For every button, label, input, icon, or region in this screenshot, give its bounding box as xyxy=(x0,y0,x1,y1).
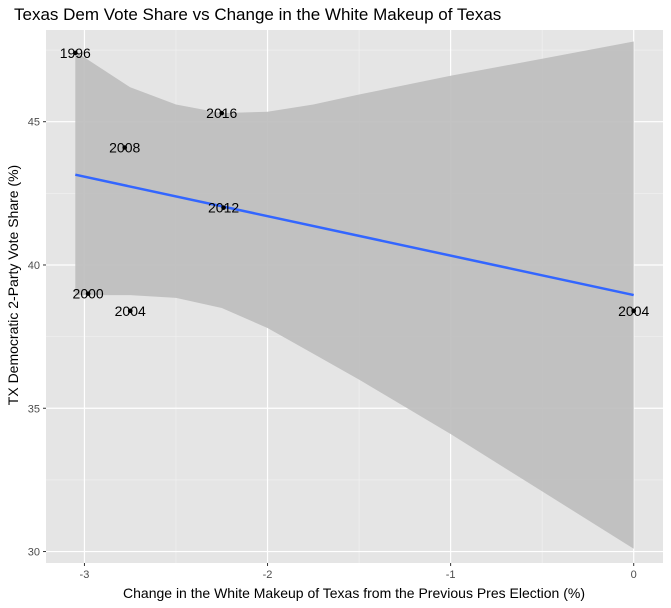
confidence-band xyxy=(75,41,634,549)
data-point-label: 2004 xyxy=(618,303,649,319)
y-tick-label: 30 xyxy=(28,547,40,559)
data-point-label: 2000 xyxy=(73,286,104,302)
y-axis-ticks: 30 35 40 45 xyxy=(28,117,46,559)
data-point xyxy=(219,110,225,116)
data-point-label: 2016 xyxy=(206,105,237,121)
data-point-label: 1996 xyxy=(60,45,91,61)
points-layer xyxy=(72,50,637,314)
point-labels-layer: 1996 2000 2004 2008 2012 2016 2004 xyxy=(60,45,650,319)
data-point xyxy=(631,308,637,314)
data-point xyxy=(127,308,133,314)
data-point-label: 2008 xyxy=(109,139,140,155)
data-point-label: 2004 xyxy=(115,303,146,319)
regression-line xyxy=(75,173,634,297)
x-tick-label: -2 xyxy=(263,569,273,581)
data-point xyxy=(85,291,91,296)
x-tick-label: -3 xyxy=(80,569,90,581)
data-point xyxy=(221,205,226,210)
data-point-label: 2012 xyxy=(208,200,239,216)
y-tick-label: 35 xyxy=(28,403,40,415)
y-axis-title: TX Democratic 2-Party Vote Share (%) xyxy=(5,165,21,405)
chart-title: Texas Dem Vote Share vs Change in the Wh… xyxy=(14,5,501,24)
y-tick-label: 45 xyxy=(28,117,40,129)
data-point xyxy=(72,50,78,56)
x-tick-label: 0 xyxy=(631,569,637,581)
x-tick-label: -1 xyxy=(446,569,456,581)
x-axis-ticks: -3 -2 -1 0 xyxy=(80,563,637,581)
y-tick-label: 40 xyxy=(28,260,40,272)
x-axis-title: Change in the White Makeup of Texas from… xyxy=(123,585,585,601)
data-point xyxy=(122,145,128,150)
